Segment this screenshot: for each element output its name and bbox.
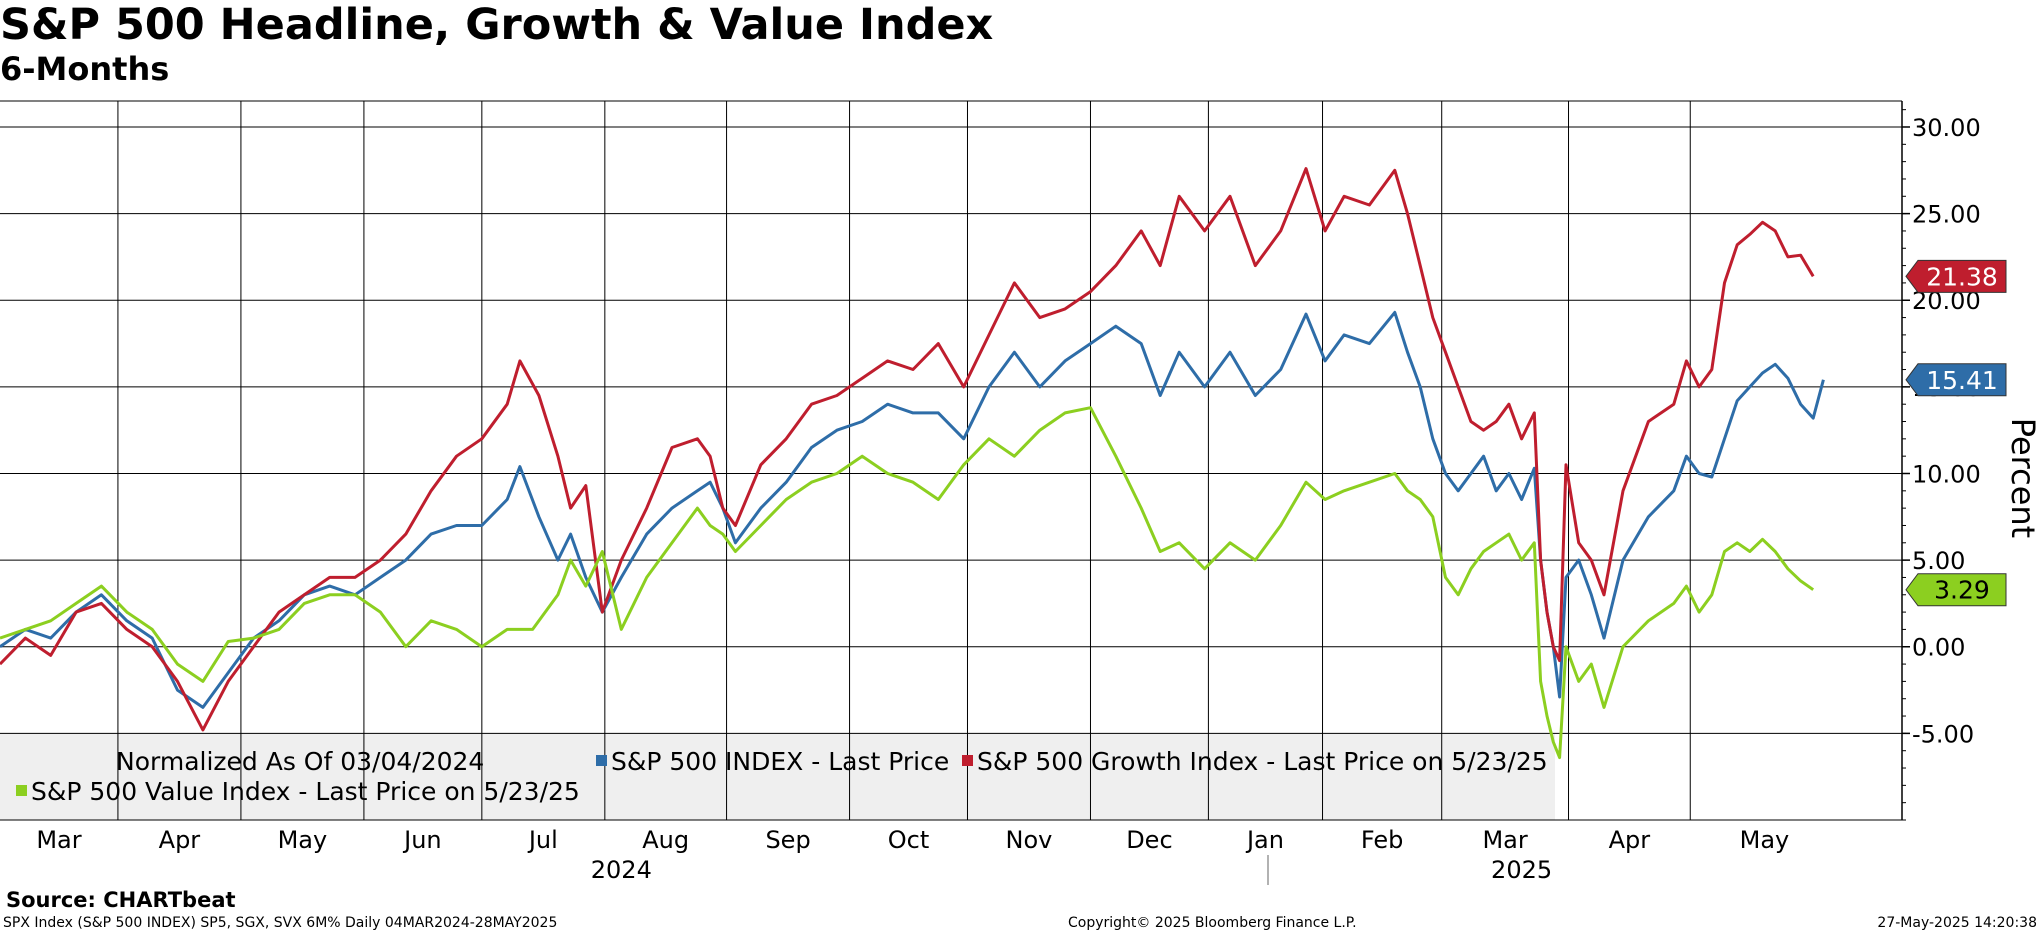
last-value-label: 3.29 xyxy=(1934,576,1990,605)
legend-swatch xyxy=(962,755,973,766)
x-tick-label: Jun xyxy=(402,826,442,854)
x-tick-label: Feb xyxy=(1361,826,1404,854)
y-tick-label: 10.00 xyxy=(1912,460,1981,488)
x-tick-label: Nov xyxy=(1006,826,1053,854)
footer-series-info: SPX Index (S&P 500 INDEX) SP5, SGX, SVX … xyxy=(3,915,558,931)
legend-swatch xyxy=(596,755,607,766)
series-line xyxy=(0,310,1825,709)
footer-copyright: Copyright© 2025 Bloomberg Finance L.P. xyxy=(1068,915,1357,931)
y-tick-label: 0.00 xyxy=(1912,634,1965,662)
last-value-tag: 21.38 xyxy=(1905,259,2007,293)
x-tick-label: Apr xyxy=(1609,826,1651,854)
last-value-tag: 3.29 xyxy=(1905,573,2007,607)
year-label: 2025 xyxy=(1491,856,1552,884)
x-tick-label: Aug xyxy=(642,826,689,854)
x-tick-label: Oct xyxy=(888,826,930,854)
legend-note: Normalized As Of 03/04/2024 xyxy=(116,747,484,776)
x-tick-label: Jan xyxy=(1245,826,1284,854)
legend-box xyxy=(0,733,1555,820)
x-tick-label: Mar xyxy=(1482,826,1527,854)
y-tick-label: 25.00 xyxy=(1912,201,1981,229)
last-value-label: 21.38 xyxy=(1926,262,1998,291)
footer-timestamp: 27-May-2025 14:20:38 xyxy=(1877,915,2037,931)
y-axis-title: Percent xyxy=(2004,418,2041,538)
x-tick-label: Apr xyxy=(159,826,201,854)
chart-title: S&P 500 Headline, Growth & Value Index xyxy=(0,0,994,50)
x-tick-label: Jul xyxy=(527,826,558,854)
y-tick-label: 30.00 xyxy=(1912,114,1981,142)
last-value-tag: 15.41 xyxy=(1905,363,2007,397)
x-tick-label: Dec xyxy=(1126,826,1172,854)
legend-swatch xyxy=(16,785,27,796)
x-tick-label: May xyxy=(278,826,328,854)
x-tick-label: Mar xyxy=(36,826,81,854)
y-tick-label: 5.00 xyxy=(1912,547,1965,575)
legend-entry: S&P 500 Value Index - Last Price on 5/23… xyxy=(31,777,580,806)
chart-subtitle: 6-Months xyxy=(0,50,170,88)
x-tick-label: May xyxy=(1740,826,1790,854)
last-value-label: 15.41 xyxy=(1926,366,1998,395)
y-tick-label: -5.00 xyxy=(1912,720,1974,748)
series-line xyxy=(0,406,1815,760)
year-label: 2024 xyxy=(591,856,652,884)
legend-entry: S&P 500 INDEX - Last Price xyxy=(611,747,949,776)
series-line xyxy=(0,167,1815,732)
source-label: Source: CHARTbeat xyxy=(6,888,236,912)
x-tick-label: Sep xyxy=(765,826,810,854)
legend-entry: S&P 500 Growth Index - Last Price on 5/2… xyxy=(977,747,1548,776)
